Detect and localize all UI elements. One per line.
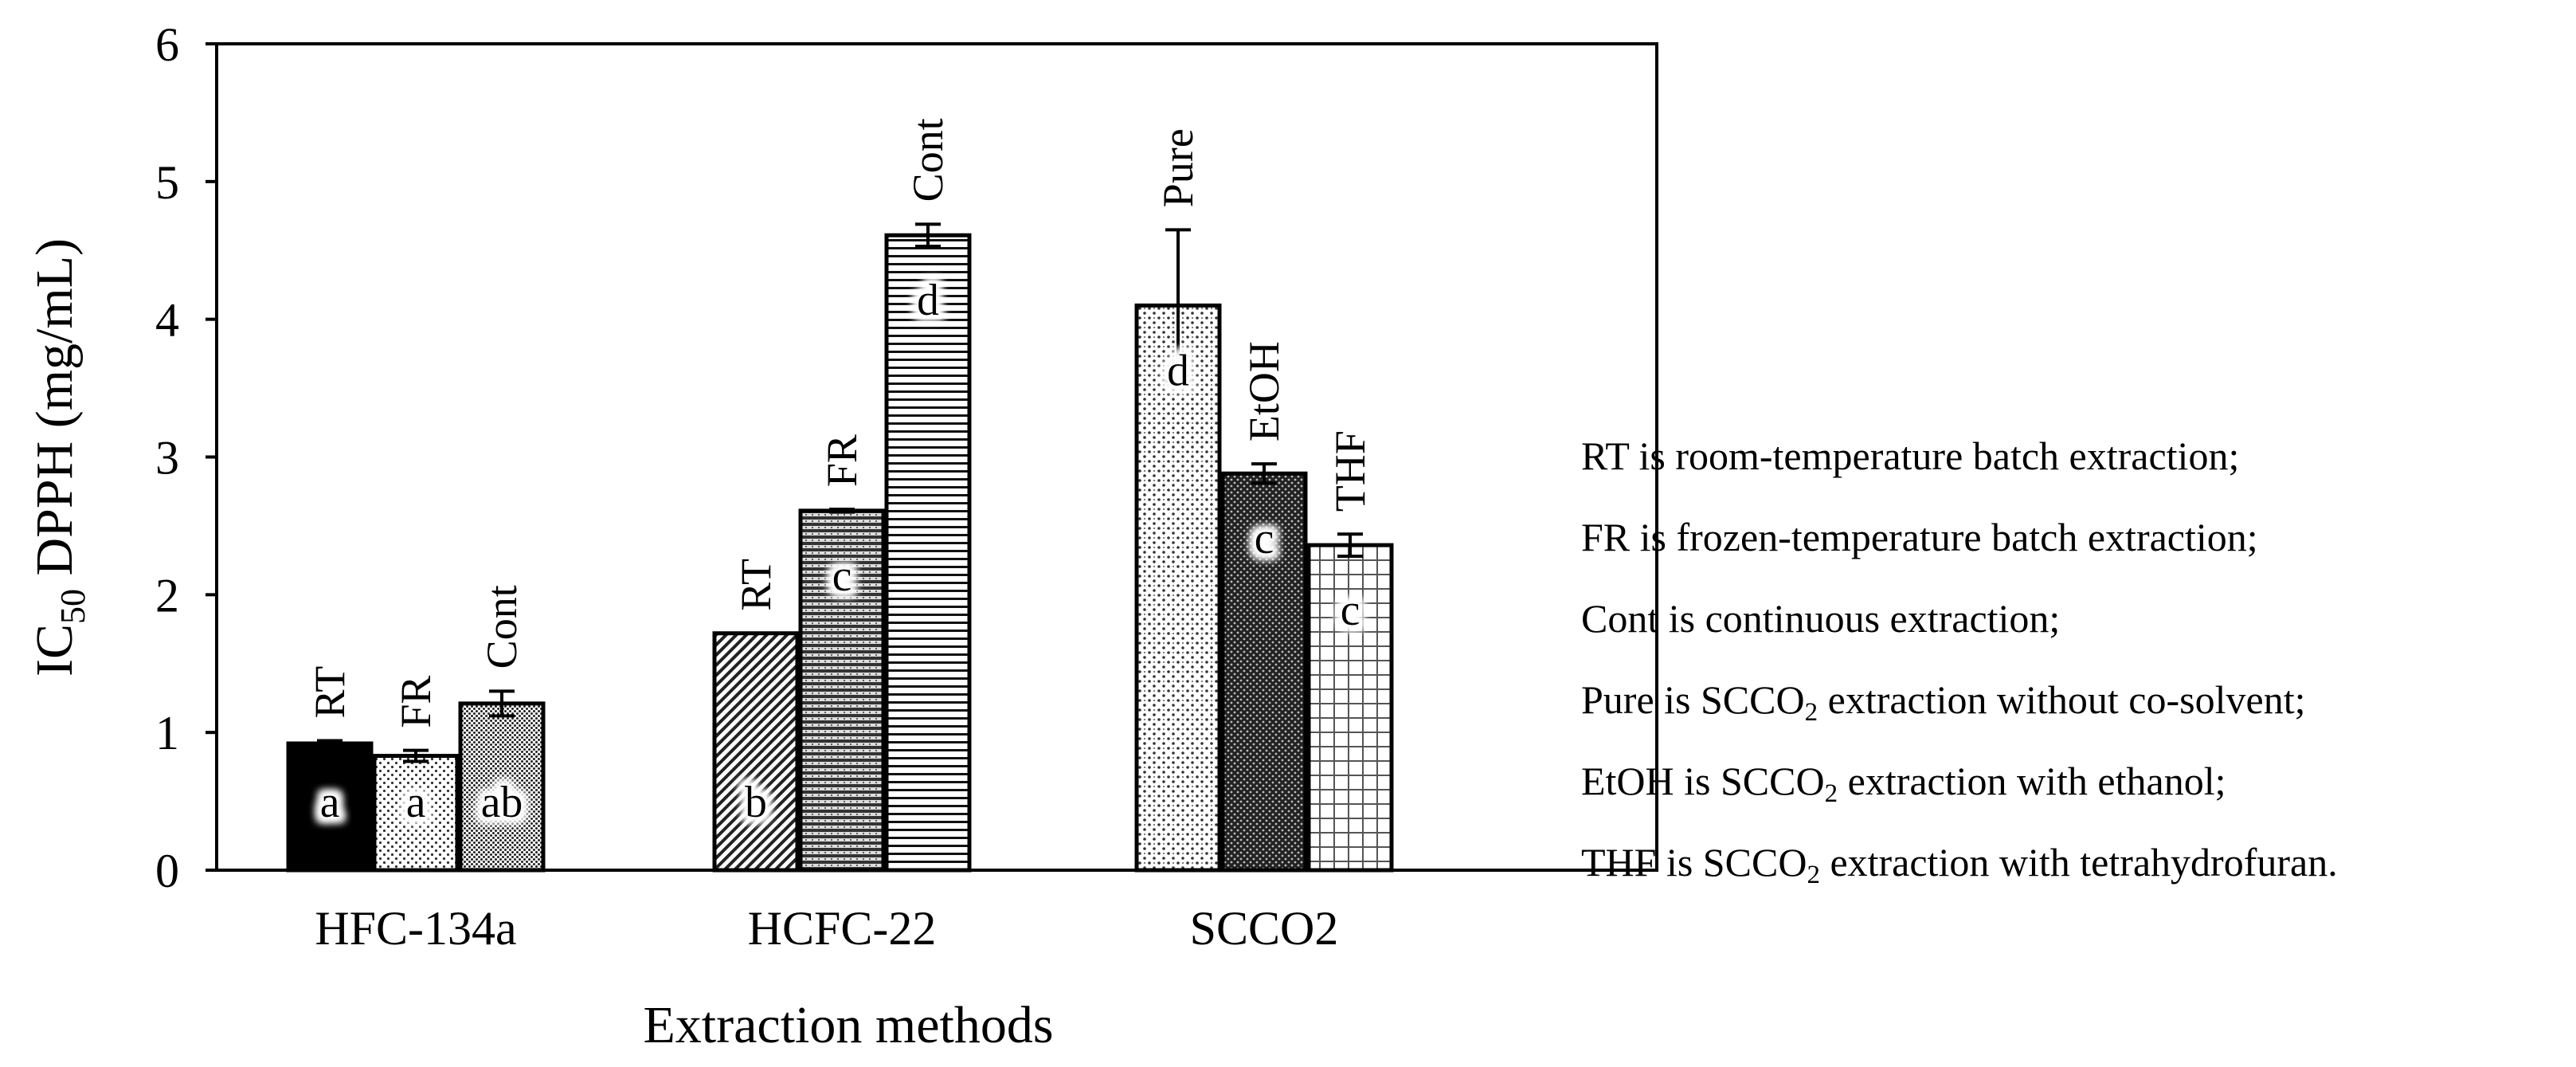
x-category-label: HCFC-22 bbox=[748, 902, 937, 955]
bar-group: RT a FR a Cont ab HFC-134a bbox=[286, 585, 546, 955]
bar-method-label: EtOH bbox=[1240, 341, 1288, 441]
bar bbox=[884, 233, 972, 873]
significance-letter: b bbox=[745, 778, 767, 827]
significance-letter: d bbox=[917, 276, 939, 325]
significance-letter: d bbox=[1167, 346, 1189, 395]
bar-method-label: Cont bbox=[478, 585, 526, 669]
y-tick-label: 2 bbox=[155, 569, 179, 622]
bar bbox=[1134, 303, 1222, 873]
bar-groups: RT a FR a Cont ab HFC-134a RT b FR c Cont d HCFC-22 Pu… bbox=[286, 118, 1394, 955]
significance-letter: c bbox=[832, 551, 852, 601]
legend-note: RT is room-temperature batch extraction; bbox=[1581, 433, 2239, 478]
significance-letter: c bbox=[1255, 514, 1274, 563]
y-axis-label: IC50 DPPH (mg/mL) bbox=[25, 238, 92, 677]
axes: 0 1 2 3 4 5 6 IC50 DPPH (mg/mL) Extraction met… bbox=[25, 18, 1658, 1054]
y-tick-label: 4 bbox=[155, 294, 179, 347]
significance-letter: a bbox=[406, 778, 426, 827]
y-tick-label: 3 bbox=[155, 432, 179, 484]
legend-notes: RT is room-temperature batch extraction;… bbox=[1581, 433, 2338, 889]
x-axis-label: Extraction methods bbox=[643, 996, 1053, 1054]
legend-note: Pure is SCCO2 extraction without co-solv… bbox=[1581, 677, 2305, 727]
y-tick-label: 0 bbox=[155, 845, 179, 897]
y-tick-label: 6 bbox=[155, 18, 179, 71]
bar-method-label: THF bbox=[1326, 430, 1374, 512]
legend-note: EtOH is SCCO2 extraction with ethanol; bbox=[1581, 759, 2226, 808]
bar bbox=[458, 701, 546, 873]
legend-note: FR is frozen-temperature batch extractio… bbox=[1581, 515, 2258, 559]
significance-letter: c bbox=[1341, 586, 1360, 635]
y-tick-label: 5 bbox=[155, 156, 179, 209]
legend-note: THF is SCCO2 extraction with tetrahydrof… bbox=[1581, 840, 2338, 889]
bar-method-label: Cont bbox=[904, 118, 952, 202]
x-category-label: SCCO2 bbox=[1190, 902, 1339, 955]
bar-method-label: Pure bbox=[1154, 128, 1202, 207]
bar bbox=[1306, 543, 1394, 873]
bar bbox=[372, 754, 460, 873]
significance-letter: a bbox=[320, 778, 340, 827]
bar bbox=[1220, 471, 1308, 873]
y-tick-label: 1 bbox=[155, 707, 179, 759]
bar bbox=[712, 631, 800, 873]
bar-method-label: RT bbox=[306, 666, 354, 719]
bar-method-label: RT bbox=[732, 559, 780, 611]
significance-letter: ab bbox=[481, 778, 523, 827]
bar-method-label: FR bbox=[392, 676, 440, 728]
bar-method-label: FR bbox=[818, 434, 866, 487]
legend-note: Cont is continuous extraction; bbox=[1581, 596, 2060, 641]
bar-group: Pure d EtOH c THF c SCCO2 bbox=[1134, 128, 1394, 955]
bar-group: RT b FR c Cont d HCFC-22 bbox=[712, 118, 972, 955]
x-category-label: HFC-134a bbox=[315, 902, 516, 955]
y-axis-ticks: 0 1 2 3 4 5 6 bbox=[155, 18, 217, 897]
bar bbox=[798, 508, 886, 873]
